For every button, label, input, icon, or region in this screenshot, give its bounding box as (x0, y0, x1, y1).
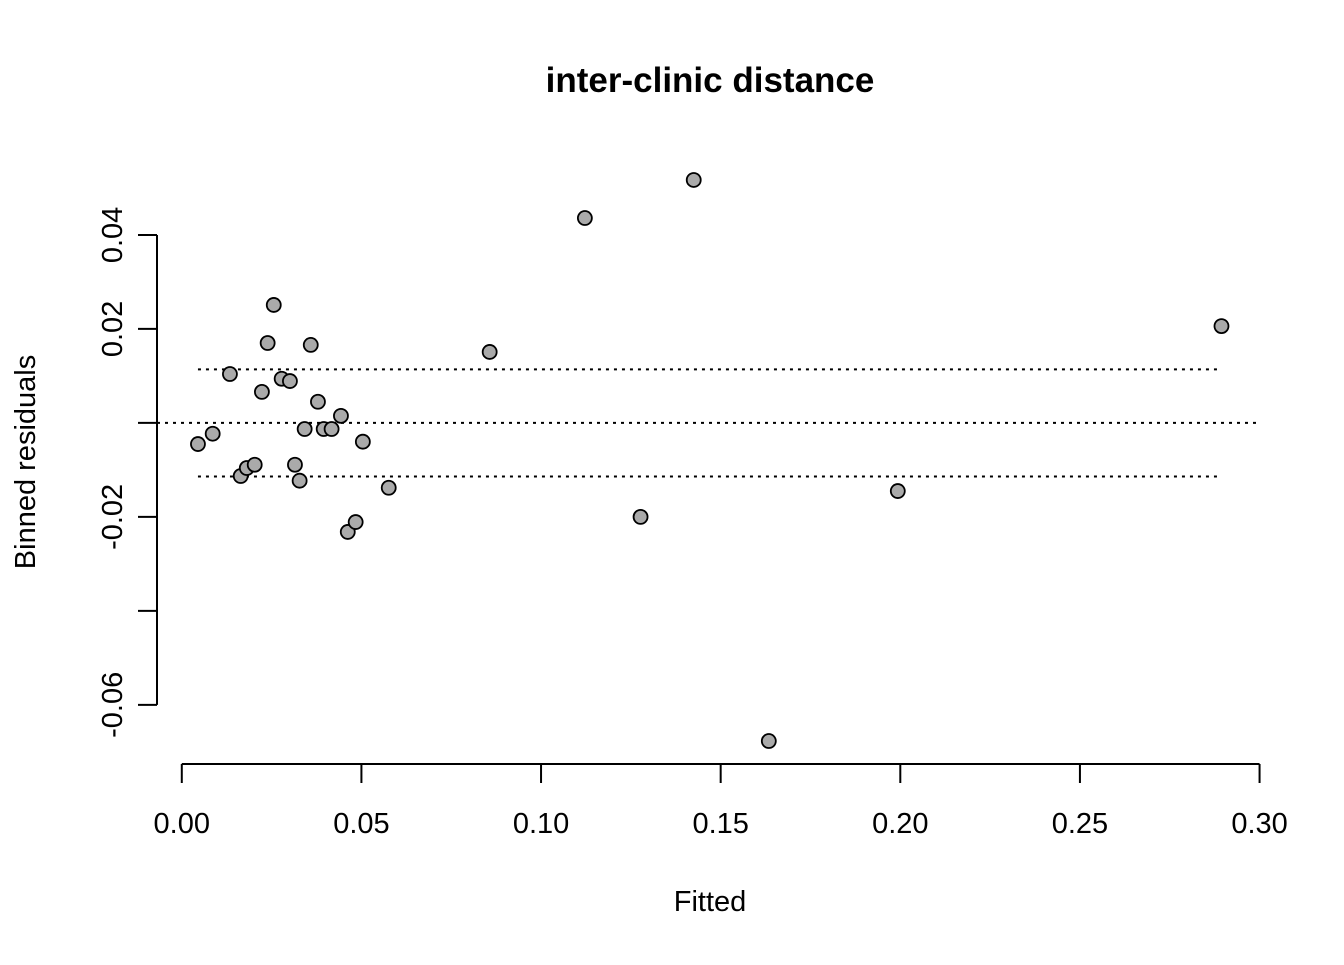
y-tick-label: -0.02 (97, 484, 129, 550)
x-tick-label: 0.30 (1231, 808, 1287, 840)
point (296, 421, 313, 437)
point (685, 172, 702, 188)
point (291, 472, 308, 489)
point (576, 210, 593, 226)
point (222, 366, 238, 382)
point (347, 514, 364, 530)
point (310, 393, 326, 410)
point (302, 337, 319, 353)
point (632, 508, 649, 525)
point (323, 421, 340, 437)
y-tick-label: 0.02 (97, 301, 129, 357)
point (190, 436, 206, 452)
point (333, 407, 349, 424)
point (380, 479, 397, 496)
point (481, 344, 498, 360)
x-tick-label: 0.20 (872, 808, 928, 840)
point (1213, 318, 1230, 335)
y-tick-label: -0.06 (97, 672, 129, 738)
y-tick-label: 0.04 (97, 207, 129, 263)
point (760, 733, 777, 749)
y-axis-label: Binned residuals (10, 355, 42, 569)
point (287, 456, 303, 473)
point (254, 383, 270, 400)
point (246, 456, 263, 473)
point (354, 433, 371, 450)
point (204, 425, 221, 442)
x-tick-label: 0.10 (513, 808, 569, 840)
point (282, 373, 298, 389)
point (889, 483, 906, 499)
x-tick-label: 0.00 (154, 808, 210, 840)
point (259, 335, 276, 351)
x-axis-label: Fitted (674, 886, 747, 918)
x-tick-label: 0.25 (1052, 808, 1108, 840)
x-tick-label: 0.05 (333, 808, 389, 840)
x-tick-label: 0.15 (692, 808, 748, 840)
chart-title: inter-clinic distance (546, 61, 875, 100)
point (265, 297, 282, 313)
